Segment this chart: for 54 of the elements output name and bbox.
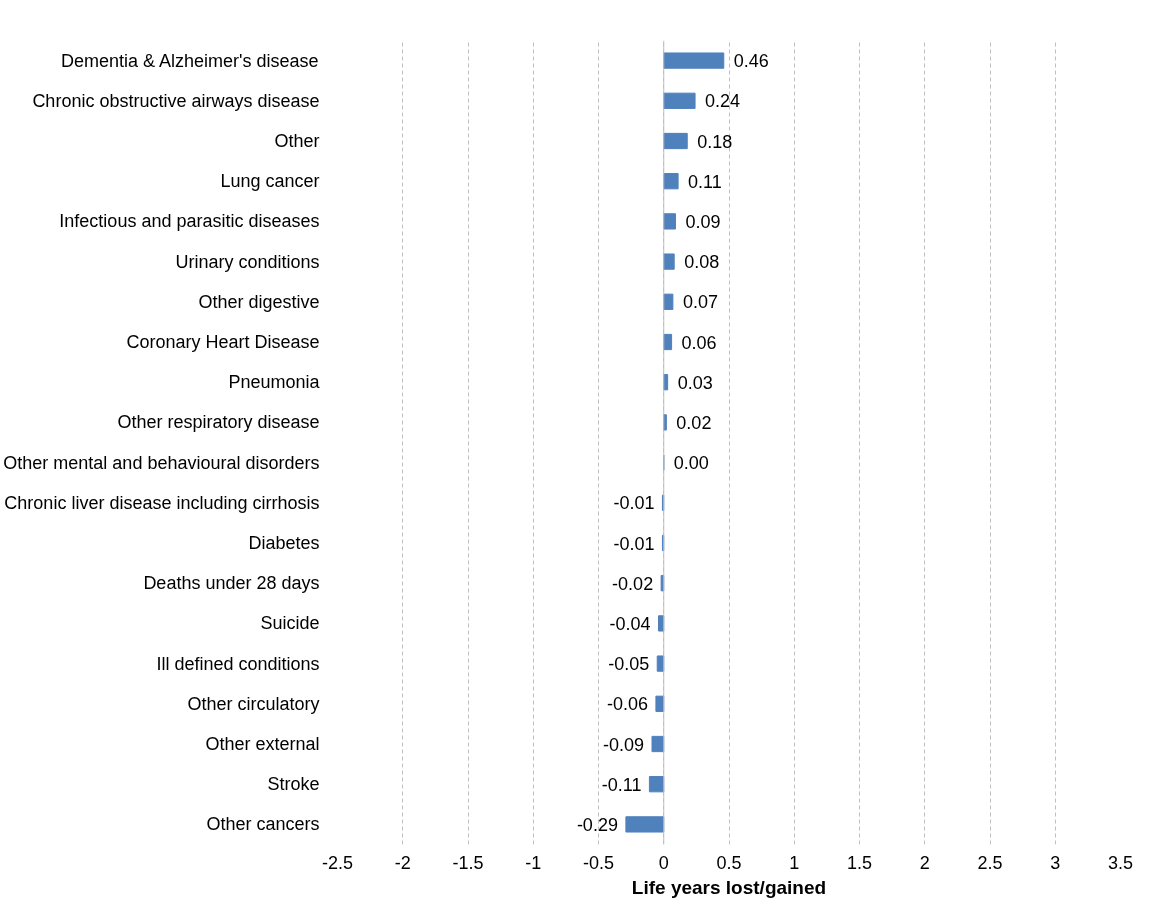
x-tick-label: -0.5 [582,852,615,873]
data-label: 0.24 [705,91,741,112]
data-label: 0.09 [685,211,721,232]
x-tick-label: 1 [789,852,800,873]
y-tick-label: Infectious and parasitic diseases [59,211,320,232]
y-tick-label: Other digestive [198,291,320,312]
data-label: 0.08 [684,252,720,273]
y-tick-label: Lung cancer [220,171,320,192]
data-label: 0.11 [688,171,722,192]
y-tick-label: Pneumonia [228,372,321,393]
data-label: -0.02 [612,573,654,594]
x-tick-label: 1.5 [846,852,873,873]
y-tick-label: Other external [205,734,320,754]
y-tick-label: Dementia & Alzheimer's disease [60,50,319,71]
data-label: -0.11 [601,774,642,795]
x-tick-label: 3 [1050,852,1061,873]
data-label: 0.00 [673,453,709,474]
y-tick-label: Other cancers [206,814,320,835]
data-label: -0.06 [606,694,648,715]
x-tick-label: 2.5 [977,852,1003,873]
x-tick-label: -2.5 [321,852,354,873]
y-tick-label: Other mental and behavioural disorders [3,452,320,473]
data-label: -0.04 [609,613,651,634]
y-tick-label: Other circulatory [187,693,320,714]
x-tick-label: 3.5 [1107,852,1134,873]
y-tick-label: Urinary conditions [175,251,320,272]
y-tick-label: Deaths under 28 days [143,573,320,594]
x-tick-label: -1.5 [452,852,484,873]
y-tick-label: Coronary Heart Disease [126,332,320,352]
y-tick-label: Stroke [267,774,320,795]
y-tick-label: Chronic obstructive airways disease [32,90,320,111]
data-label: -0.05 [608,654,650,675]
y-tick-label: Diabetes [248,533,320,553]
data-label: -0.01 [613,533,655,554]
x-tick-label: 0.5 [716,852,742,873]
y-tick-label: Chronic liver disease including cirrhosis [4,492,320,513]
x-tick-label: 2 [919,852,930,873]
x-tick-label: -2 [394,852,411,873]
x-tick-label: 0 [658,852,669,873]
data-label: 0.46 [733,51,769,72]
y-tick-label: Suicide [260,613,320,634]
data-label: -0.01 [613,493,655,514]
data-label: -0.29 [576,814,618,835]
data-label: 0.18 [697,131,733,152]
y-tick-label: Other [274,131,320,151]
x-axis-title: Life years lost/gained [631,876,827,898]
y-tick-label: Other respiratory disease [117,412,320,433]
data-label: 0.07 [682,292,718,313]
data-label: 0.02 [676,412,712,433]
x-tick-label: -1 [525,852,542,873]
data-label: -0.09 [602,734,645,755]
data-label: 0.03 [677,372,713,393]
y-tick-label: Ill defined conditions [156,653,320,674]
data-label: 0.06 [681,332,717,353]
